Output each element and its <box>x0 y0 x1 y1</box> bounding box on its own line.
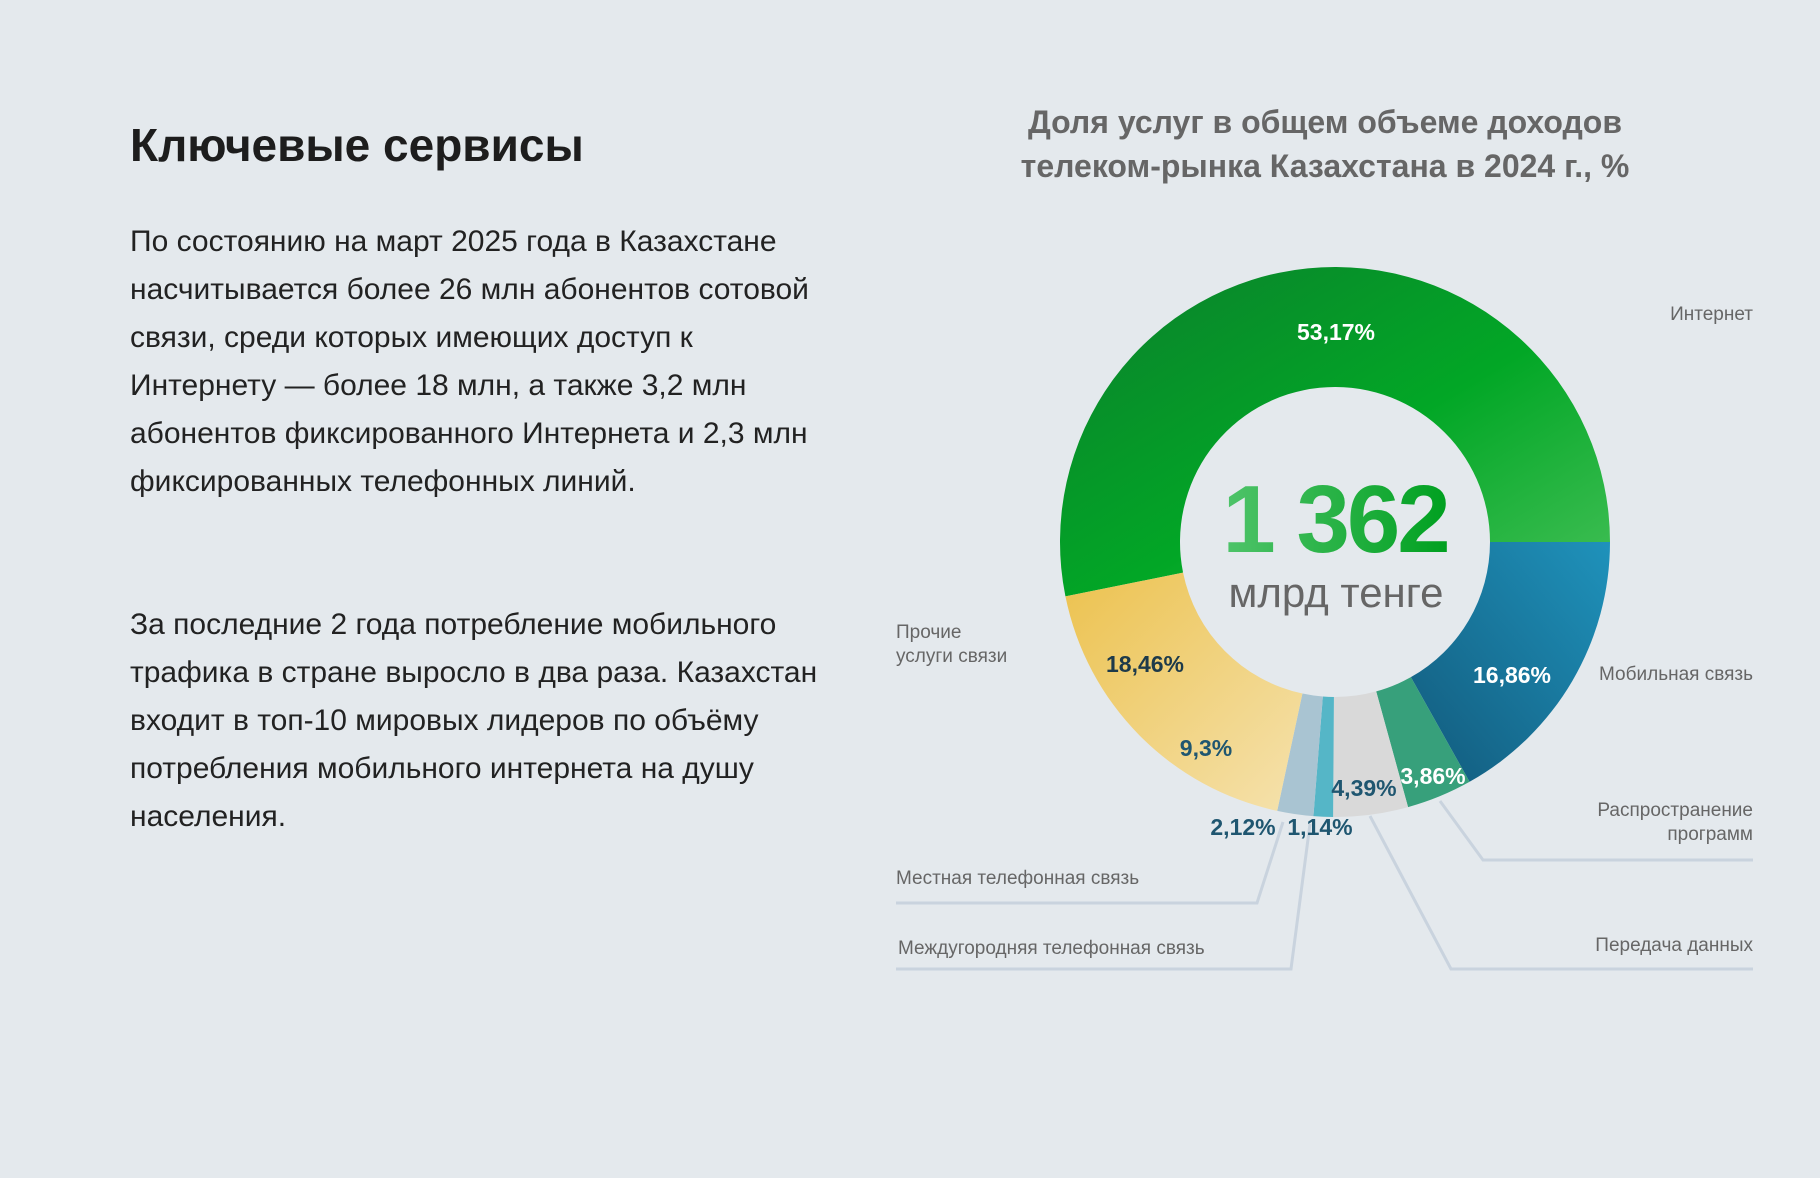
center-total-unit: млрд тенге <box>1228 569 1443 616</box>
label-local: Местная телефонная связь <box>896 868 1139 889</box>
label-mobile: Мобильная связь <box>1599 664 1753 685</box>
label-internet: Интернет <box>1670 304 1753 325</box>
page-title: Ключевые сервисы <box>130 119 584 171</box>
label-other-2: услуги связи <box>896 646 1007 667</box>
pct-local: 2,12% <box>1210 814 1275 840</box>
pct-programs: 3,86% <box>1400 763 1465 789</box>
pct-mobile: 16,86% <box>1473 662 1551 688</box>
traffic-paragraph: За последние 2 года потребление мобильно… <box>130 608 818 833</box>
segment-мобильная-связь <box>1410 542 1610 782</box>
intro-paragraph: По состоянию на март 2025 года в Казахст… <box>130 225 809 498</box>
pct-other: 18,46% <box>1106 651 1184 677</box>
label-programs-1: Распространение <box>1597 800 1753 821</box>
pct-internet: 53,17% <box>1297 319 1375 345</box>
segment-прочие-услуги-связи <box>1065 572 1303 811</box>
pct-data: 4,39% <box>1331 775 1396 801</box>
label-data: Передача данных <box>1595 935 1753 956</box>
segment-местная-телефонная-связь <box>1277 693 1323 817</box>
chart-title: Доля услуг в общем объеме доходов телеко… <box>1020 104 1630 184</box>
pct-intercity: 1,14% <box>1287 814 1352 840</box>
segment-распространение-программ <box>1376 677 1470 808</box>
label-other-1: Прочие <box>896 622 961 643</box>
label-intercity: Междугородняя телефонная связь <box>898 938 1205 959</box>
segment-междугородняя-телефонная-связь <box>1313 696 1334 817</box>
label-programs-2: программ <box>1667 824 1753 845</box>
segment-передача-данных <box>1333 691 1409 817</box>
pct-other-sub: 9,3% <box>1180 735 1232 761</box>
segment-интернет <box>1060 267 1610 597</box>
center-total-value: 1 362 <box>1222 466 1447 573</box>
